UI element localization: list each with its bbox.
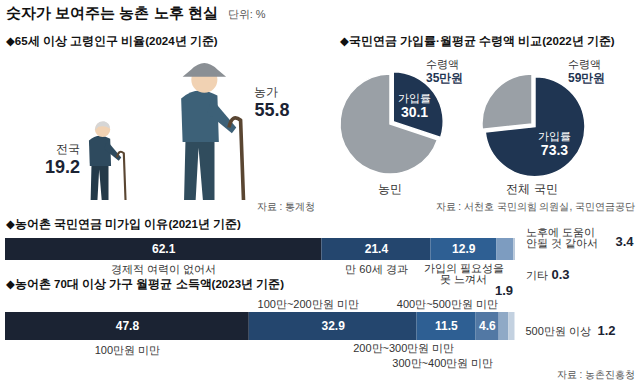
svg-text:59만원: 59만원 [568,71,605,85]
svg-text:1.2: 1.2 [598,323,616,338]
svg-text:12.9: 12.9 [452,242,476,256]
html-text:◆농어촌 70대 이상 가구 월평균 소득액(2023년 기: ◆농어촌 70대 이상 가구 월평균 소득액(2023년 기준) [6,278,285,290]
svg-text:73.3: 73.3 [541,142,568,158]
html-text:자료 : 농촌진흥청: 자료 : 농촌진흥청 [556,369,635,380]
svg-text:3.4: 3.4 [616,234,635,249]
html-text:단위: %: 단위: % [227,8,266,20]
svg-text:500만원 이상: 500만원 이상 [526,325,591,337]
svg-text:가입률: 가입률 [538,130,571,142]
svg-text:21.4: 21.4 [365,242,389,256]
svg-text:32.9: 32.9 [321,319,345,333]
svg-text:200만~300만원 미만: 200만~300만원 미만 [353,342,454,354]
svg-text:기타: 기타 [526,269,548,281]
html-text:자료 : 서천호 국민의힘 의원실, 국민연금공단: 자료 : 서천호 국민의힘 의원실, 국민연금공단 [435,201,635,212]
html-text:◆국민연금 가입률·월평균 수령액 비교(2022년 기준): ◆국민연금 가입률·월평균 수령액 비교(2022년 기준) [340,35,615,47]
svg-text:300만~400만원 미만: 300만~400만원 미만 [392,357,493,369]
html-text:자료 : 통계청: 자료 : 통계청 [256,201,315,212]
svg-text:4.6: 4.6 [479,319,496,333]
svg-text:농가: 농가 [254,85,278,99]
svg-text:농민: 농민 [378,183,402,195]
svg-text:100만원 미만: 100만원 미만 [95,344,160,356]
svg-text:35만원: 35만원 [426,71,463,85]
svg-text:전체 국민: 전체 국민 [506,183,557,195]
svg-text:47.8: 47.8 [116,319,140,333]
svg-text:19.2: 19.2 [45,157,80,177]
svg-text:0.3: 0.3 [552,267,570,282]
svg-text:만 60세 경과: 만 60세 경과 [345,263,407,275]
svg-text:가입의 필요성을못 느껴서: 가입의 필요성을못 느껴서 [424,262,504,285]
svg-text:30.1: 30.1 [401,104,428,120]
svg-text:수령액: 수령액 [568,58,601,70]
svg-text:55.8: 55.8 [254,100,289,120]
html-text:◆65세 이상 고령인구 비율(2024년 기준): ◆65세 이상 고령인구 비율(2024년 기준) [6,35,218,47]
svg-text:400만~500만원 미만: 400만~500만원 미만 [397,298,498,310]
svg-text:경제적 여력이 없어서: 경제적 여력이 없어서 [111,263,216,275]
svg-text:수령액: 수령액 [426,58,459,70]
svg-text:1.9: 1.9 [495,283,513,298]
svg-text:전국: 전국 [56,142,80,156]
html-text:◆농어촌 국민연금 미가입 이유(2021년 기준): ◆농어촌 국민연금 미가입 이유(2021년 기준) [6,218,241,230]
svg-text:62.1: 62.1 [152,242,176,256]
svg-text:11.5: 11.5 [435,319,458,333]
html-text:숫자가 보여주는 농촌 노후 현실: 숫자가 보여주는 농촌 노후 현실 [6,4,218,21]
svg-text:가입률: 가입률 [398,92,431,104]
svg-text:노후에 도움이안될 것 같아서: 노후에 도움이안될 것 같아서 [526,226,598,249]
svg-text:100만~200만원 미만: 100만~200만원 미만 [258,298,359,310]
